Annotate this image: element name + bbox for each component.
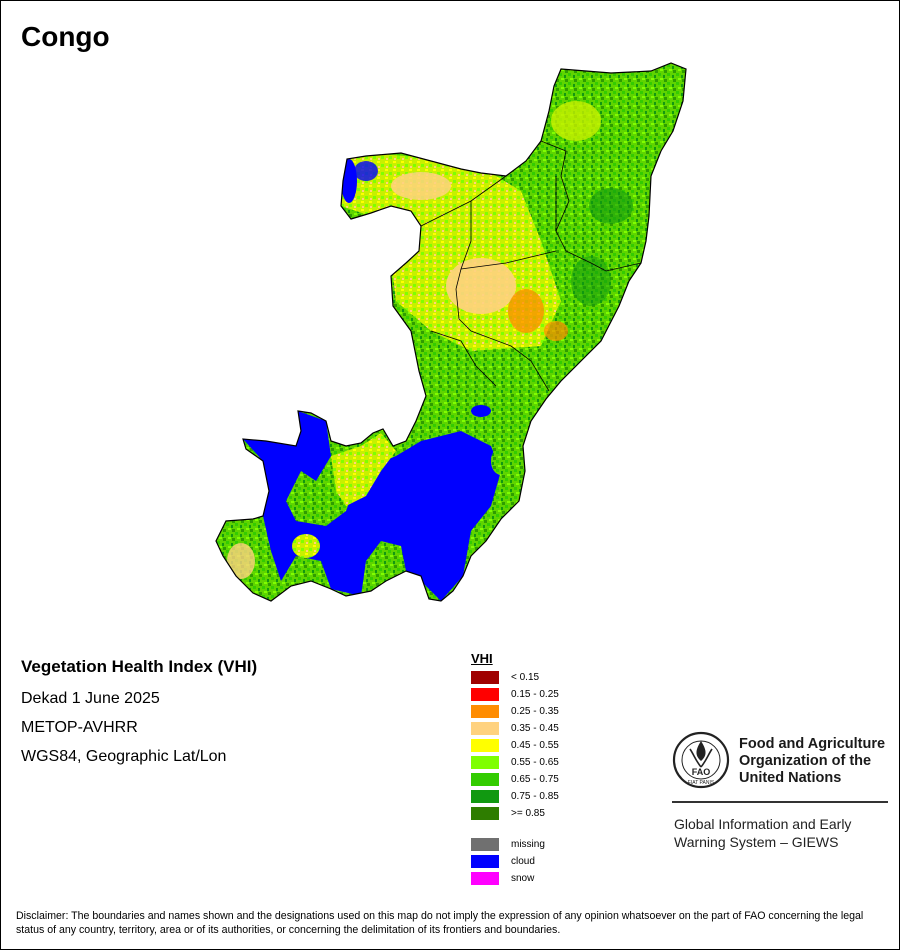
vhi-raster (216, 63, 686, 601)
legend-item: cloud (471, 853, 559, 870)
legend-label: 0.15 - 0.25 (511, 689, 559, 700)
disclaimer: Disclaimer: The boundaries and names sho… (16, 910, 864, 936)
legend-label: snow (511, 873, 535, 884)
legend-label: cloud (511, 856, 535, 867)
legend-item: 0.35 - 0.45 (471, 720, 559, 737)
legend-classes: < 0.15 0.15 - 0.25 0.25 - 0.35 0.35 - 0.45 0… (471, 669, 559, 822)
legend-swatch (471, 773, 499, 786)
legend-label: 0.55 - 0.65 (511, 757, 559, 768)
legend-swatch (471, 739, 499, 752)
map-title: Congo (21, 21, 110, 52)
vhi-map (215, 62, 687, 602)
legend-swatch (471, 855, 499, 868)
legend-item: 0.75 - 0.85 (471, 788, 559, 805)
seal-text: FAO (692, 767, 711, 777)
legend-item: 0.15 - 0.25 (471, 686, 559, 703)
legend-item: snow (471, 870, 559, 887)
legend-swatch (471, 671, 499, 684)
legend: VHI < 0.15 0.15 - 0.25 0.25 - 0.35 0.35 - 0… (471, 651, 559, 887)
legend-swatch (471, 688, 499, 701)
legend-special: missing cloud snow (471, 836, 559, 887)
system-line: Warning System – GIEWS (674, 834, 839, 850)
admin-boundaries (420, 140, 642, 392)
legend-swatch (471, 722, 499, 735)
legend-label: 0.35 - 0.45 (511, 723, 559, 734)
product-title: Vegetation Health Index (VHI) (21, 657, 258, 676)
org-name: Food and Agriculture Organization of the… (739, 736, 885, 787)
country-outline (215, 62, 687, 602)
org-line: Food and Agriculture (739, 736, 886, 752)
legend-item: 0.55 - 0.65 (471, 754, 559, 771)
logo-divider (672, 801, 888, 803)
legend-item: 0.65 - 0.75 (471, 771, 559, 788)
org-line: United Nations (739, 770, 842, 786)
projection-label: WGS84, Geographic Lat/Lon (21, 748, 227, 765)
legend-label: 0.45 - 0.55 (511, 740, 559, 751)
legend-swatch (471, 838, 499, 851)
legend-label: missing (511, 839, 545, 850)
sensor-label: METOP-AVHRR (21, 719, 138, 736)
fao-seal-icon: FAO FIAT PANIS (672, 731, 730, 789)
legend-item: 0.45 - 0.55 (471, 737, 559, 754)
legend-label: 0.65 - 0.75 (511, 774, 559, 785)
legend-label: >= 0.85 (511, 808, 545, 819)
map-info: Vegetation Health Index (VHI) Dekad 1 Ju… (21, 657, 257, 777)
legend-item: missing (471, 836, 559, 853)
legend-swatch (471, 872, 499, 885)
period-label: Dekad 1 June 2025 (21, 690, 160, 707)
legend-swatch (471, 705, 499, 718)
legend-swatch (471, 807, 499, 820)
org-line: Organization of the (739, 753, 872, 769)
legend-item: >= 0.85 (471, 805, 559, 822)
seal-motto: FIAT PANIS (688, 780, 715, 786)
giews-name: Global Information and Early Warning Sys… (674, 815, 851, 851)
legend-swatch (471, 790, 499, 803)
legend-label: 0.25 - 0.35 (511, 706, 559, 717)
legend-item: < 0.15 (471, 669, 559, 686)
legend-swatch (471, 756, 499, 769)
system-line: Global Information and Early (674, 816, 852, 832)
legend-label: < 0.15 (511, 672, 540, 683)
legend-item: 0.25 - 0.35 (471, 703, 559, 720)
legend-label: 0.75 - 0.85 (511, 791, 559, 802)
legend-title: VHI (471, 651, 493, 666)
